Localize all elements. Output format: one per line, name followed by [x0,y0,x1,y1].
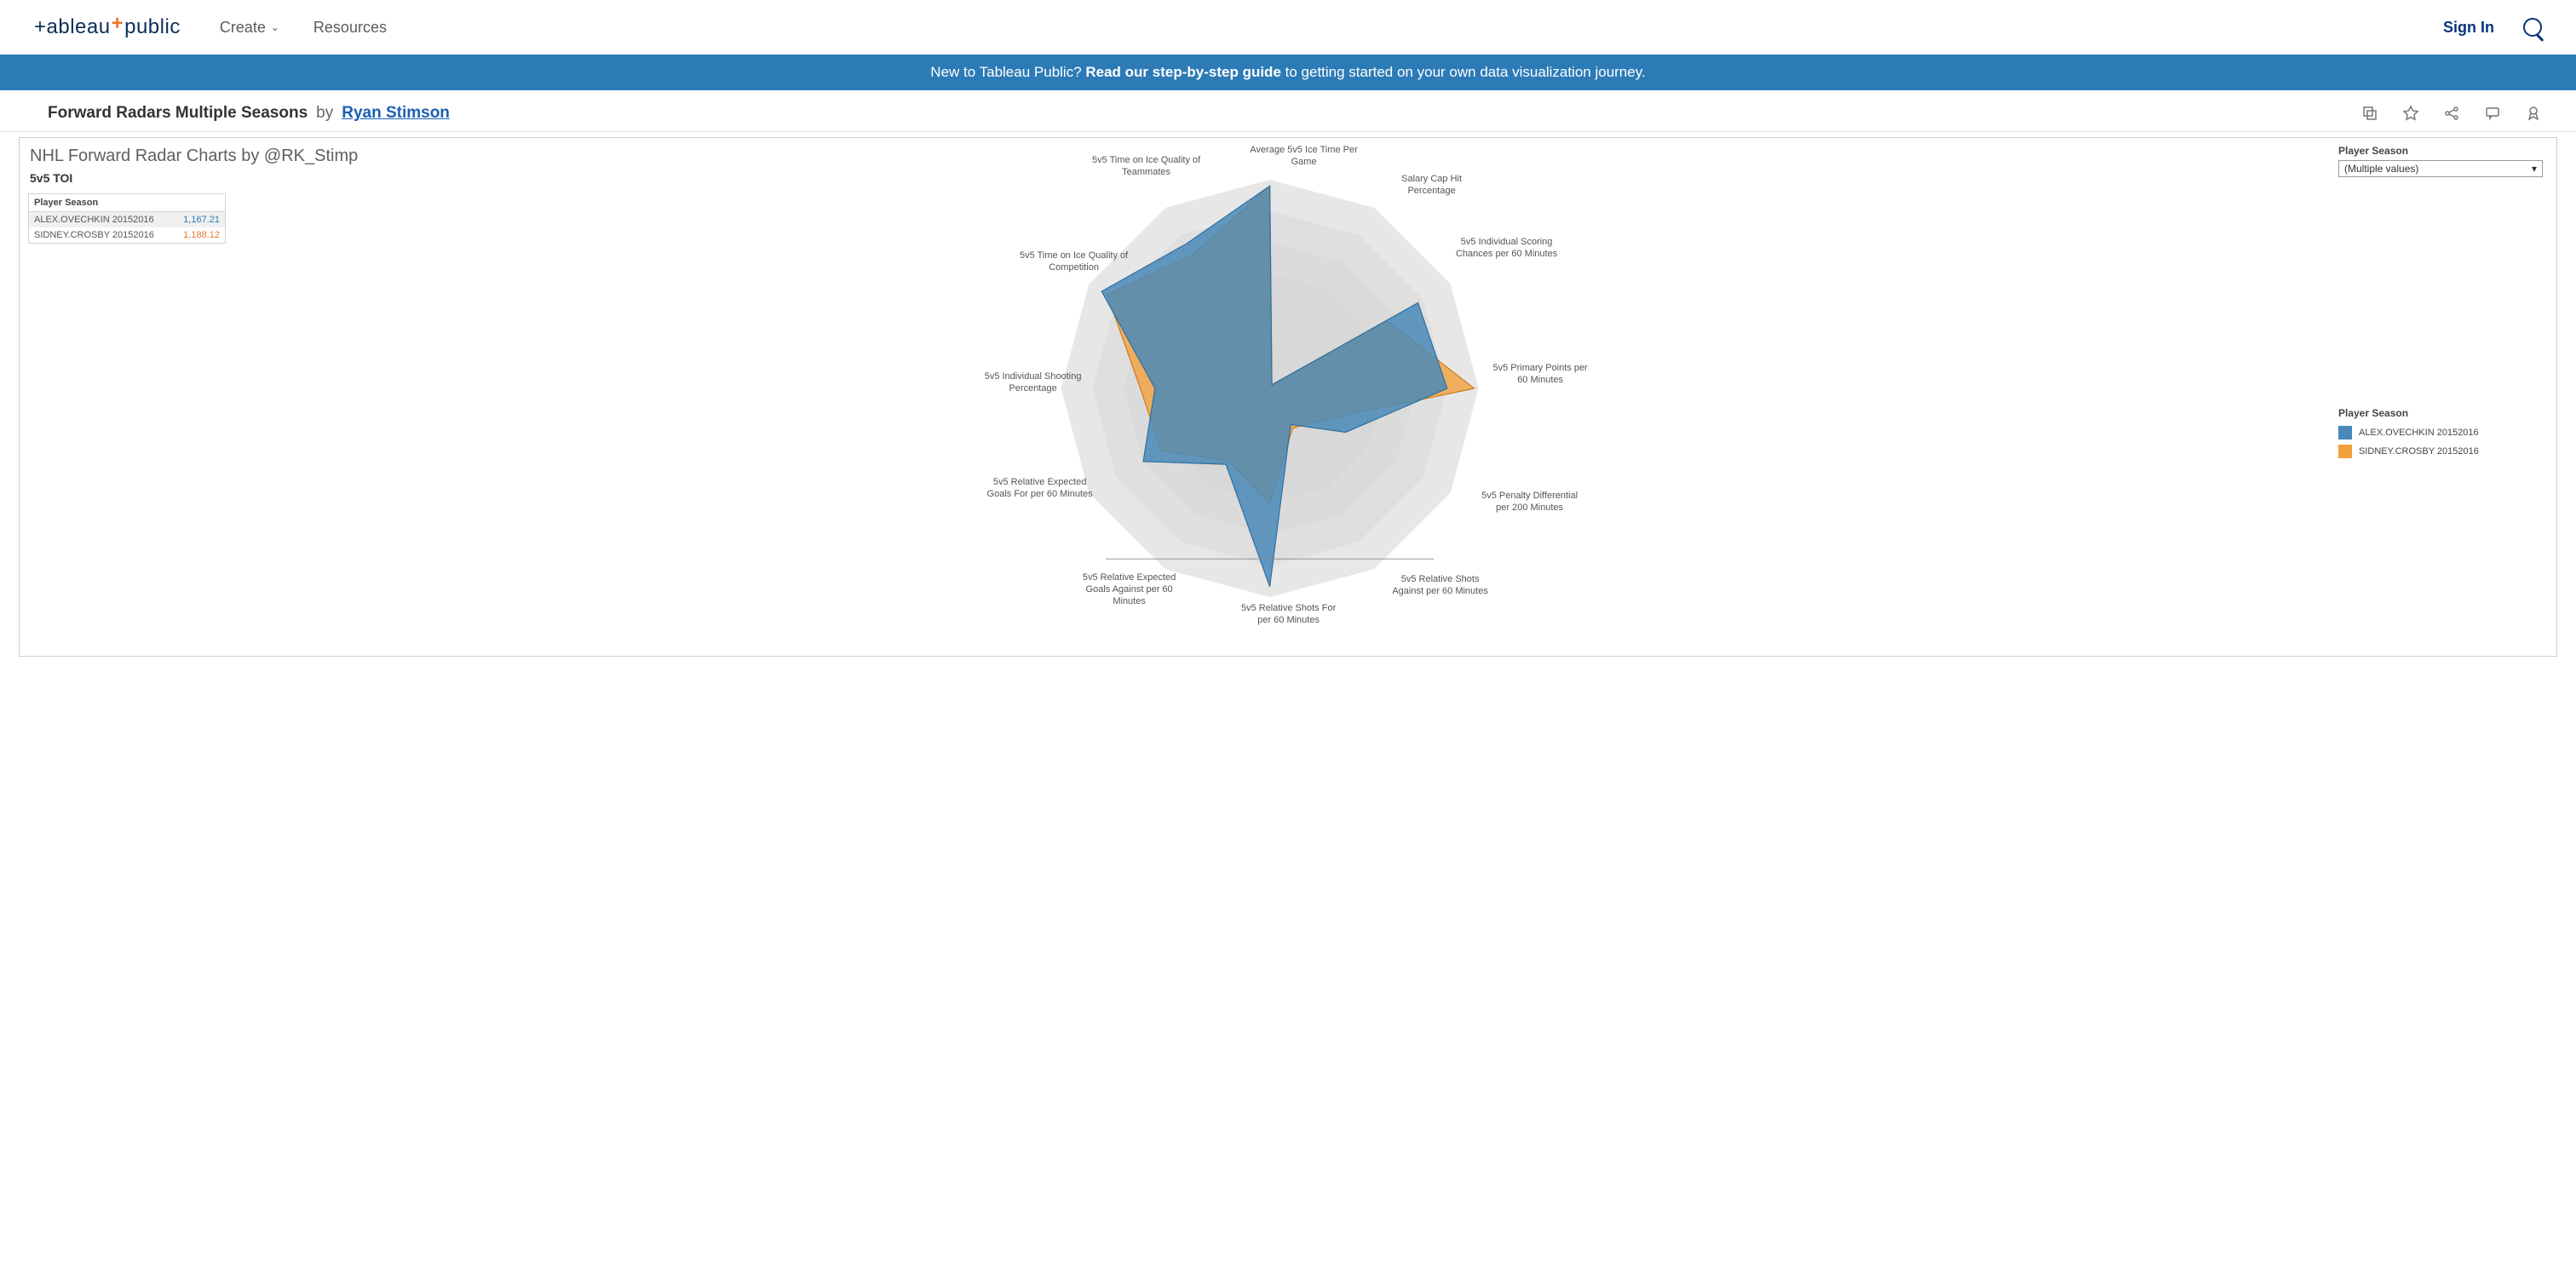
logo-plus: + [111,12,125,35]
nav-resources[interactable]: Resources [313,19,387,37]
radar-chart: Average 5v5 Ice Time Per GameSalary Cap … [1010,150,1590,644]
author-link[interactable]: Ryan Stimson [342,104,450,123]
toi-table-header: Player Season [29,194,225,212]
toi-player: ALEX.OVECHKIN 20152016 [34,215,154,225]
banner-post: to getting started on your own data visu… [1281,64,1646,80]
toi-player: SIDNEY.CROSBY 20152016 [34,230,154,240]
promo-banner[interactable]: New to Tableau Public? Read our step-by-… [0,55,2576,90]
nav-create[interactable]: Create ⌄ [220,19,279,37]
legend-label: SIDNEY.CROSBY 20152016 [2359,446,2479,457]
signin-label: Sign In [2443,19,2494,36]
legend-swatch [2338,426,2352,440]
favorite-icon[interactable] [2402,105,2419,122]
viz-container: NHL Forward Radar Charts by @RK_Stimp 5v… [19,137,2557,657]
share-icon[interactable] [2443,105,2460,122]
legend-title: Player Season [2338,407,2543,419]
toi-row[interactable]: SIDNEY.CROSBY 20152016 1,188.12 [29,227,225,243]
award-icon[interactable] [2525,105,2542,122]
filter-value: (Multiple values) [2344,163,2418,175]
legend-item[interactable]: ALEX.OVECHKIN 20152016 [2338,426,2543,440]
nav-resources-label: Resources [313,19,387,37]
filter-label: Player Season [2338,145,2543,157]
viz-title: Forward Radars Multiple Seasons [48,104,308,123]
toi-table: Player Season ALEX.OVECHKIN 20152016 1,16… [28,193,226,244]
comment-icon[interactable] [2484,105,2501,122]
legend-swatch [2338,445,2352,458]
banner-bold: Read our step-by-step guide [1085,64,1281,80]
banner-pre: New to Tableau Public? [930,64,1085,80]
legend: Player Season ALEX.OVECHKIN 20152016 SIDN… [2338,407,2543,458]
by-label: by [316,104,333,123]
toi-row[interactable]: ALEX.OVECHKIN 20152016 1,167.21 [29,212,225,227]
logo[interactable]: +ableau+public [34,15,181,39]
toi-value: 1,167.21 [183,215,220,225]
legend-item[interactable]: SIDNEY.CROSBY 20152016 [2338,445,2543,458]
nav-links: Create ⌄ Resources [220,19,387,37]
search-icon[interactable] [2523,18,2542,37]
top-nav: +ableau+public Create ⌄ Resources Sign I… [0,0,2576,55]
viz-actions [2361,105,2542,122]
viz-title-row: Forward Radars Multiple Seasons by Ryan … [0,90,2576,132]
toi-value: 1,188.12 [183,230,220,240]
signin-button[interactable]: Sign In [2443,19,2494,37]
legend-label: ALEX.OVECHKIN 20152016 [2359,428,2479,438]
logo-text-left: +ableau [34,15,111,38]
chevron-down-icon: ▾ [2532,163,2537,175]
right-panel: Player Season (Multiple values) ▾ Player… [2338,145,2543,463]
chevron-down-icon: ⌄ [271,21,279,33]
player-season-filter[interactable]: (Multiple values) ▾ [2338,160,2543,177]
nav-create-label: Create [220,19,266,37]
copy-icon[interactable] [2361,105,2378,122]
logo-text-right: public [124,15,181,38]
